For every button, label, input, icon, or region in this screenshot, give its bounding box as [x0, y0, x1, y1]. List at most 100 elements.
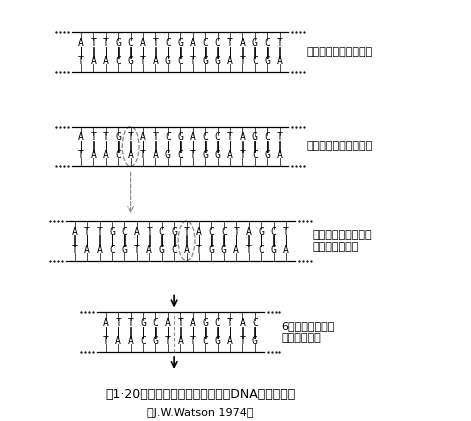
Text: C: C: [209, 227, 214, 237]
Text: A: A: [283, 245, 289, 255]
Text: G: G: [264, 150, 270, 160]
Text: T: T: [140, 150, 146, 160]
Text: A: A: [128, 336, 134, 346]
Text: A: A: [72, 227, 78, 237]
Text: A: A: [134, 227, 140, 237]
Text: A: A: [153, 150, 158, 160]
Text: C: C: [264, 38, 270, 48]
Text: T: T: [227, 38, 233, 48]
Text: G: G: [202, 56, 208, 66]
Text: T: T: [78, 150, 84, 160]
Text: A: A: [277, 150, 283, 160]
Text: C: C: [128, 38, 134, 48]
Text: G: G: [270, 245, 276, 255]
Text: A: A: [196, 227, 202, 237]
Text: G: G: [115, 38, 121, 48]
Text: T: T: [240, 56, 245, 66]
Text: A: A: [227, 336, 233, 346]
Text: T: T: [277, 133, 283, 142]
Text: C: C: [122, 227, 127, 237]
Text: T: T: [283, 227, 289, 237]
Text: T: T: [240, 336, 245, 346]
Text: C: C: [221, 227, 227, 237]
Text: G: G: [215, 336, 220, 346]
Text: G: G: [215, 150, 220, 160]
Text: 塩基対の変化（置換）: 塩基対の変化（置換）: [306, 141, 373, 152]
Text: C: C: [202, 38, 208, 48]
Text: A: A: [90, 150, 96, 160]
Text: A: A: [184, 245, 189, 255]
Text: C: C: [252, 150, 258, 160]
Text: G: G: [140, 318, 146, 328]
Text: C: C: [215, 38, 220, 48]
Text: T: T: [103, 133, 109, 142]
Text: T: T: [128, 318, 134, 328]
Text: A: A: [78, 38, 84, 48]
Text: G: G: [122, 245, 127, 255]
Text: A: A: [246, 227, 252, 237]
Text: C: C: [153, 318, 158, 328]
Text: C: C: [115, 150, 121, 160]
Text: 一つの塩基対の付加
（塩基枠移動）: 一つの塩基対の付加 （塩基枠移動）: [313, 230, 372, 252]
Text: T: T: [146, 227, 152, 237]
Text: A: A: [190, 133, 195, 142]
Text: A: A: [115, 336, 121, 346]
Text: C: C: [171, 245, 177, 255]
Text: T: T: [103, 38, 109, 48]
Text: A: A: [227, 150, 233, 160]
Text: T: T: [153, 38, 158, 48]
Text: 図1·20　遺伝子突然変異におけるDNA塩基の変化: 図1·20 遺伝子突然変異におけるDNA塩基の変化: [105, 388, 295, 401]
Text: T: T: [128, 133, 134, 142]
Text: 野生型遺伝子（正常）: 野生型遺伝子（正常）: [306, 47, 373, 57]
Text: A: A: [190, 318, 195, 328]
Text: A: A: [240, 38, 245, 48]
Text: C: C: [178, 56, 183, 66]
Text: G: G: [215, 56, 220, 66]
Text: G: G: [165, 56, 171, 66]
Text: G: G: [159, 245, 165, 255]
Text: C: C: [215, 318, 220, 328]
Text: T: T: [90, 38, 96, 48]
Text: C: C: [258, 245, 264, 255]
Text: G: G: [209, 245, 214, 255]
Text: T: T: [72, 245, 78, 255]
Text: A: A: [277, 56, 283, 66]
Text: A: A: [84, 245, 90, 255]
Text: G: G: [178, 38, 183, 48]
Text: C: C: [264, 133, 270, 142]
Text: T: T: [134, 245, 140, 255]
Text: C: C: [270, 227, 276, 237]
Text: T: T: [233, 227, 239, 237]
Text: T: T: [178, 318, 183, 328]
Text: G: G: [109, 227, 115, 237]
Text: A: A: [103, 150, 109, 160]
Text: A: A: [227, 56, 233, 66]
Text: C: C: [178, 150, 183, 160]
Text: （J.W.Watson 1974）: （J.W.Watson 1974）: [147, 408, 253, 418]
Text: C: C: [140, 336, 146, 346]
Text: A: A: [140, 133, 146, 142]
Text: C: C: [115, 56, 121, 66]
Text: A: A: [97, 245, 103, 255]
Text: G: G: [128, 56, 134, 66]
Text: A: A: [103, 56, 109, 66]
Text: C: C: [202, 133, 208, 142]
Text: T: T: [165, 336, 171, 346]
Text: G: G: [178, 133, 183, 142]
Text: T: T: [246, 245, 252, 255]
Text: T: T: [190, 336, 195, 346]
Text: T: T: [277, 38, 283, 48]
Text: C: C: [215, 133, 220, 142]
Text: T: T: [184, 227, 189, 237]
Text: T: T: [78, 56, 84, 66]
Text: T: T: [190, 56, 195, 66]
Text: T: T: [190, 150, 195, 160]
Text: C: C: [252, 318, 258, 328]
Text: C: C: [109, 245, 115, 255]
Text: A: A: [190, 38, 195, 48]
Text: G: G: [264, 56, 270, 66]
Text: C: C: [202, 336, 208, 346]
Text: T: T: [103, 336, 109, 346]
Text: G: G: [202, 318, 208, 328]
Text: T: T: [240, 150, 245, 160]
